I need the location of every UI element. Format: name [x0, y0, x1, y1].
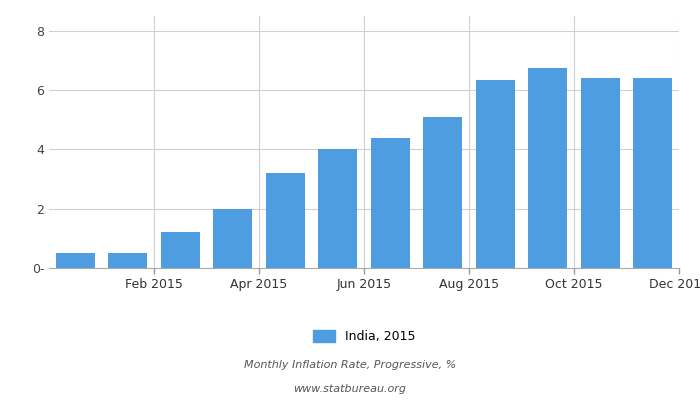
Bar: [160, 232, 200, 268]
Bar: [213, 209, 253, 268]
Bar: [528, 68, 568, 268]
Bar: [370, 138, 410, 268]
Bar: [318, 150, 358, 268]
Bar: [633, 78, 673, 268]
Text: www.statbureau.org: www.statbureau.org: [293, 384, 407, 394]
Bar: [55, 253, 95, 268]
Bar: [265, 173, 305, 268]
Bar: [108, 253, 148, 268]
Bar: [423, 117, 463, 268]
Legend: India, 2015: India, 2015: [307, 325, 421, 348]
Bar: [580, 78, 620, 268]
Text: Monthly Inflation Rate, Progressive, %: Monthly Inflation Rate, Progressive, %: [244, 360, 456, 370]
Bar: [475, 80, 515, 268]
